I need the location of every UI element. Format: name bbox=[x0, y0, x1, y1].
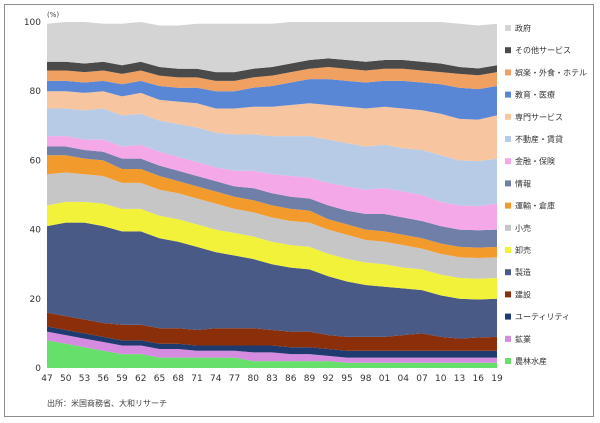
legend-swatch bbox=[505, 69, 511, 76]
legend-swatch bbox=[505, 269, 511, 276]
legend-label: ユーティリティ bbox=[515, 313, 570, 322]
legend: 政府その他サービス娯楽・外食・ホテル教育・医療専門サービス不動産・賃貸金融・保険… bbox=[505, 23, 587, 366]
x-tick-label: 50 bbox=[60, 374, 72, 384]
legend-swatch bbox=[505, 313, 511, 320]
legend-label: その他サービス bbox=[515, 45, 571, 55]
x-tick-label: 07 bbox=[416, 374, 427, 384]
y-tick-label: 0 bbox=[35, 364, 41, 374]
x-tick-label: 83 bbox=[266, 374, 277, 384]
legend-label: 情報 bbox=[515, 178, 531, 188]
legend-swatch bbox=[505, 247, 511, 253]
legend-swatch bbox=[505, 113, 511, 120]
y-tick-label: 20 bbox=[30, 295, 42, 305]
x-tick-label: 16 bbox=[473, 374, 485, 384]
area-series-11 bbox=[47, 91, 497, 162]
plot-areas bbox=[47, 22, 497, 368]
source-note: 出所：米国商務省、大和リサーチ bbox=[47, 398, 167, 408]
legend-swatch bbox=[505, 136, 511, 142]
x-tick-label: 04 bbox=[398, 374, 410, 384]
area-series-8 bbox=[47, 146, 497, 248]
y-tick-label: 40 bbox=[30, 226, 42, 236]
area-series-10 bbox=[47, 108, 497, 207]
x-tick-label: 86 bbox=[285, 374, 297, 384]
area-series-13 bbox=[47, 66, 497, 92]
y-tick-label: 60 bbox=[30, 156, 42, 166]
x-tick-label: 65 bbox=[154, 374, 165, 384]
x-tick-label: 89 bbox=[304, 374, 316, 384]
area-series-3 bbox=[47, 312, 497, 351]
x-tick-label: 74 bbox=[210, 374, 222, 384]
x-tick-label: 47 bbox=[41, 374, 52, 384]
y-tick-label: 80 bbox=[30, 87, 42, 97]
legend-label: 建設 bbox=[515, 289, 531, 299]
legend-label: 娯楽・外食・ホテル bbox=[515, 67, 587, 77]
legend-label: 運輸・倉庫 bbox=[515, 201, 555, 211]
legend-swatch bbox=[505, 224, 511, 231]
area-series-2 bbox=[47, 326, 497, 358]
x-tick-label: 71 bbox=[191, 374, 202, 384]
x-tick-label: 19 bbox=[491, 374, 503, 384]
legend-label: 金融・保険 bbox=[515, 156, 555, 166]
legend-label: 政府 bbox=[515, 23, 531, 33]
x-tick-label: 95 bbox=[341, 374, 352, 384]
legend-label: 不動産・賃貸 bbox=[515, 134, 563, 144]
y-tick-label: 100 bbox=[24, 18, 41, 28]
legend-label: 鉱業 bbox=[515, 334, 531, 344]
x-tick-label: 53 bbox=[79, 374, 90, 384]
x-tick-label: 98 bbox=[360, 374, 372, 384]
legend-swatch bbox=[505, 25, 511, 31]
area-series-1 bbox=[47, 331, 497, 363]
area-series-9 bbox=[47, 136, 497, 231]
area-series-6 bbox=[47, 172, 497, 279]
x-tick-label: 62 bbox=[135, 374, 146, 384]
legend-label: 農林水産 bbox=[515, 356, 547, 366]
x-tick-label: 68 bbox=[173, 374, 185, 384]
y-unit-label: (%) bbox=[47, 11, 59, 19]
x-tick-label: 13 bbox=[454, 374, 465, 384]
area-series-5 bbox=[47, 201, 497, 300]
legend-label: 専門サービス bbox=[515, 112, 563, 122]
legend-label: 小売 bbox=[515, 223, 531, 233]
legend-swatch bbox=[505, 47, 511, 54]
legend-swatch bbox=[505, 91, 511, 98]
area-series-14 bbox=[47, 58, 497, 81]
x-tick-label: 59 bbox=[116, 374, 128, 384]
legend-swatch bbox=[505, 180, 511, 187]
x-tick-label: 10 bbox=[435, 374, 447, 384]
legend-label: 教育・医療 bbox=[515, 90, 555, 100]
x-tick-label: 77 bbox=[229, 374, 240, 384]
x-tick-label: 92 bbox=[323, 374, 334, 384]
legend-label: 製造 bbox=[515, 267, 531, 277]
x-tick-label: 01 bbox=[379, 374, 390, 384]
x-tick-label: 56 bbox=[98, 374, 110, 384]
area-series-0 bbox=[47, 340, 497, 368]
area-series-7 bbox=[47, 155, 497, 258]
x-axis: 47 50 53 56 59 62 65 68 71 74 77 80 83 86 89 92 95 98 01 04… bbox=[41, 374, 503, 384]
legend-swatch bbox=[505, 158, 511, 165]
legend-swatch bbox=[505, 291, 511, 298]
legend-swatch bbox=[505, 335, 511, 342]
area-series-4 bbox=[47, 222, 497, 339]
area-series-12 bbox=[47, 79, 497, 120]
legend-swatch bbox=[505, 358, 511, 364]
legend-label: 卸売 bbox=[515, 245, 531, 255]
area-series-15 bbox=[47, 22, 497, 73]
y-axis: 0 20 40 60 80 100 bbox=[24, 18, 41, 374]
x-tick-label: 80 bbox=[248, 374, 260, 384]
legend-swatch bbox=[505, 202, 511, 209]
